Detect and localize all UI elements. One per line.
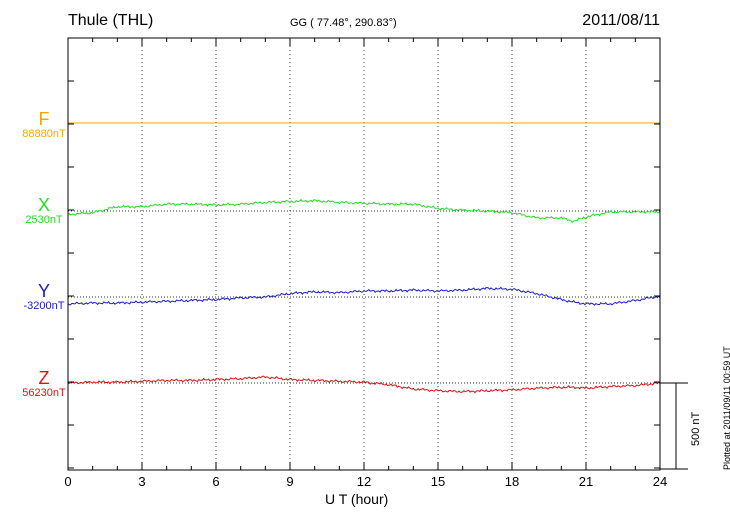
channel-baseline-z: 56230nT — [22, 387, 66, 399]
channel-baseline-x: 2530nT — [25, 214, 63, 226]
tick-label-x-15: 15 — [431, 474, 445, 489]
tick-label-x-12: 12 — [357, 474, 371, 489]
ticks: 0 3 6 9 12 15 18 21 24 — [64, 37, 667, 489]
channel-name-z: Z — [38, 368, 50, 388]
x-axis-label: U T (hour) — [325, 491, 389, 507]
tick-label-x-0: 0 — [64, 474, 71, 489]
channel-baseline-f: 88880nT — [22, 128, 66, 140]
channel-name-y: Y — [37, 281, 50, 301]
series-line-z — [67, 375, 661, 394]
channel-baseline-y: -3200nT — [23, 300, 65, 312]
coordinates-label: GG ( 77.48°, 290.83°) — [290, 17, 397, 29]
plotted-timestamp: Plotted at 2011/09/11 00:59 UT — [722, 346, 730, 470]
tick-label-x-24: 24 — [653, 474, 667, 489]
tick-label-x-6: 6 — [212, 474, 219, 489]
channel-label-z: Z 56230nT — [4, 369, 84, 400]
channel-label-f: F 88880nT — [4, 110, 84, 141]
scale-bar — [660, 382, 688, 470]
channel-label-x: X 2530nT — [4, 196, 84, 227]
channel-name-f: F — [38, 109, 50, 129]
scale-bar-label: 500 nT — [690, 411, 702, 446]
series-line-y — [67, 286, 661, 306]
tick-label-x-9: 9 — [286, 474, 293, 489]
channel-label-y: Y -3200nT — [4, 282, 84, 313]
station-title: Thule (THL) — [68, 12, 154, 29]
tick-label-x-21: 21 — [579, 474, 593, 489]
series-lines — [67, 122, 661, 394]
grid — [141, 38, 587, 470]
series-line-x — [67, 198, 661, 224]
channel-name-x: X — [37, 195, 50, 215]
date-label: 2011/08/11 — [582, 12, 660, 29]
tick-label-x-18: 18 — [505, 474, 519, 489]
tick-label-x-3: 3 — [138, 474, 145, 489]
